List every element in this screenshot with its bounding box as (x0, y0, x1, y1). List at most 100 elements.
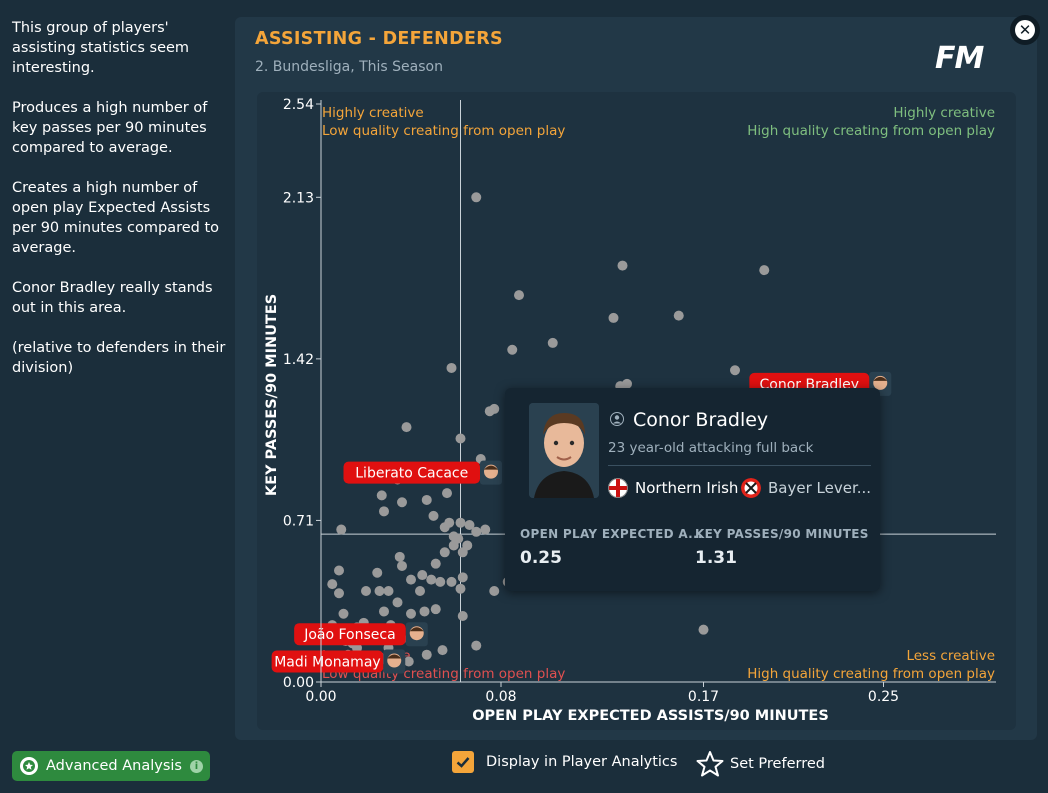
data-point[interactable] (455, 517, 466, 528)
y-tick-label: 1.42 (283, 352, 314, 368)
insight-text: This group of players' assisting statist… (12, 18, 227, 398)
close-icon: ✕ (1015, 20, 1035, 40)
data-point[interactable] (448, 540, 459, 551)
data-point[interactable] (417, 570, 428, 581)
data-point[interactable] (471, 640, 482, 651)
data-point[interactable] (464, 519, 475, 530)
data-point[interactable] (439, 522, 450, 533)
chart-subtitle: 2. Bundesliga, This Season (255, 59, 443, 75)
data-point[interactable] (437, 645, 448, 656)
player-description: 23 year-old attacking full back (608, 440, 814, 456)
data-point[interactable] (428, 510, 439, 521)
data-point[interactable] (421, 494, 432, 505)
insight-paragraph: Creates a high number of open play Expec… (12, 180, 220, 256)
data-point[interactable] (334, 588, 344, 599)
display-in-analytics-toggle[interactable]: Display in Player Analytics (452, 751, 677, 773)
data-point[interactable] (455, 583, 466, 594)
data-point[interactable] (471, 192, 482, 203)
data-point[interactable] (383, 585, 394, 596)
data-point[interactable] (730, 365, 740, 376)
bayer-leverkusen-crest-icon (741, 478, 761, 498)
data-point[interactable] (338, 608, 349, 619)
data-point[interactable] (334, 565, 344, 576)
data-point[interactable] (489, 403, 500, 414)
data-point[interactable] (426, 574, 437, 585)
stat-label-key-passes: KEY PASSES/90 MINUTES (695, 527, 869, 541)
data-point[interactable] (462, 540, 473, 551)
data-point[interactable] (471, 526, 482, 537)
data-point[interactable] (507, 344, 518, 355)
data-point[interactable] (430, 558, 441, 569)
set-preferred-label: Set Preferred (730, 756, 825, 772)
data-point[interactable] (406, 608, 416, 619)
data-point[interactable] (419, 606, 430, 617)
quadrant-label: Low quality creating from open play (322, 123, 565, 139)
data-point[interactable] (430, 604, 441, 615)
data-point[interactable] (455, 433, 466, 444)
quadrant-label: High quality creating from open play (747, 666, 995, 682)
data-point[interactable] (336, 524, 347, 535)
x-tick-label: 0.00 (305, 689, 336, 705)
data-point[interactable] (446, 576, 457, 587)
club[interactable]: Bayer Lever... (741, 478, 871, 498)
data-point[interactable] (397, 497, 407, 508)
data-point[interactable] (397, 560, 407, 571)
data-point[interactable] (403, 656, 414, 667)
data-point[interactable] (457, 572, 468, 583)
data-point[interactable] (480, 524, 491, 535)
data-point[interactable] (514, 290, 524, 301)
data-point[interactable] (327, 579, 338, 590)
player-label-3[interactable]: Madi Monamay (271, 649, 406, 674)
stat-value-xa: 0.25 (520, 548, 562, 568)
player-label-bg (343, 461, 480, 484)
close-button[interactable]: ✕ (1010, 15, 1040, 45)
data-point[interactable] (435, 576, 446, 587)
player-name: Conor Bradley (633, 409, 769, 431)
player-label-bg (294, 623, 406, 646)
x-tick-label: 0.08 (485, 689, 516, 705)
quadrant-label: Less creative (906, 648, 995, 664)
x-tick-label: 0.17 (688, 689, 719, 705)
data-point[interactable] (401, 422, 412, 433)
data-point[interactable] (617, 260, 628, 271)
data-point[interactable] (698, 624, 709, 635)
set-preferred-button[interactable]: Set Preferred (696, 750, 825, 778)
data-point[interactable] (379, 606, 389, 617)
data-point[interactable] (394, 551, 405, 562)
data-point[interactable] (352, 642, 362, 653)
nationality-label: Northern Irish (635, 479, 739, 497)
data-point[interactable] (372, 567, 383, 578)
player-label-text: João Fonseca (303, 627, 395, 643)
data-point[interactable] (608, 312, 619, 323)
player-tooltip: Conor Bradley 23 year-old attacking full… (505, 388, 880, 591)
data-point[interactable] (415, 585, 425, 596)
data-point[interactable] (673, 310, 684, 321)
y-tick-label: 0.00 (283, 675, 314, 691)
data-point[interactable] (406, 574, 416, 585)
data-point[interactable] (489, 585, 500, 596)
data-point[interactable] (442, 488, 452, 499)
nationality[interactable]: Northern Irish (608, 478, 738, 498)
display-in-analytics-label: Display in Player Analytics (486, 754, 678, 770)
player-label-2[interactable]: João Fonseca (294, 622, 428, 647)
data-point[interactable] (361, 585, 371, 596)
chart-title: ASSISTING - DEFENDERS (255, 29, 503, 49)
quadrant-label: Highly creative (893, 105, 995, 121)
data-point[interactable] (439, 547, 450, 558)
northern-ireland-flag-icon (608, 478, 628, 498)
data-point[interactable] (759, 265, 770, 276)
advanced-analysis-button[interactable]: Advanced Analysis i (12, 751, 210, 781)
data-point[interactable] (457, 611, 468, 622)
data-point[interactable] (392, 597, 403, 608)
player-label-1[interactable]: Liberato Cacace (343, 460, 503, 485)
checkbox[interactable] (452, 751, 474, 773)
player-face-icon (405, 622, 428, 647)
data-point[interactable] (374, 585, 385, 596)
data-point[interactable] (446, 362, 457, 373)
data-point[interactable] (376, 490, 387, 501)
player-hair (387, 654, 402, 659)
info-icon[interactable]: i (189, 759, 203, 773)
data-point[interactable] (547, 337, 558, 348)
data-point[interactable] (379, 506, 389, 517)
data-point[interactable] (421, 649, 432, 660)
